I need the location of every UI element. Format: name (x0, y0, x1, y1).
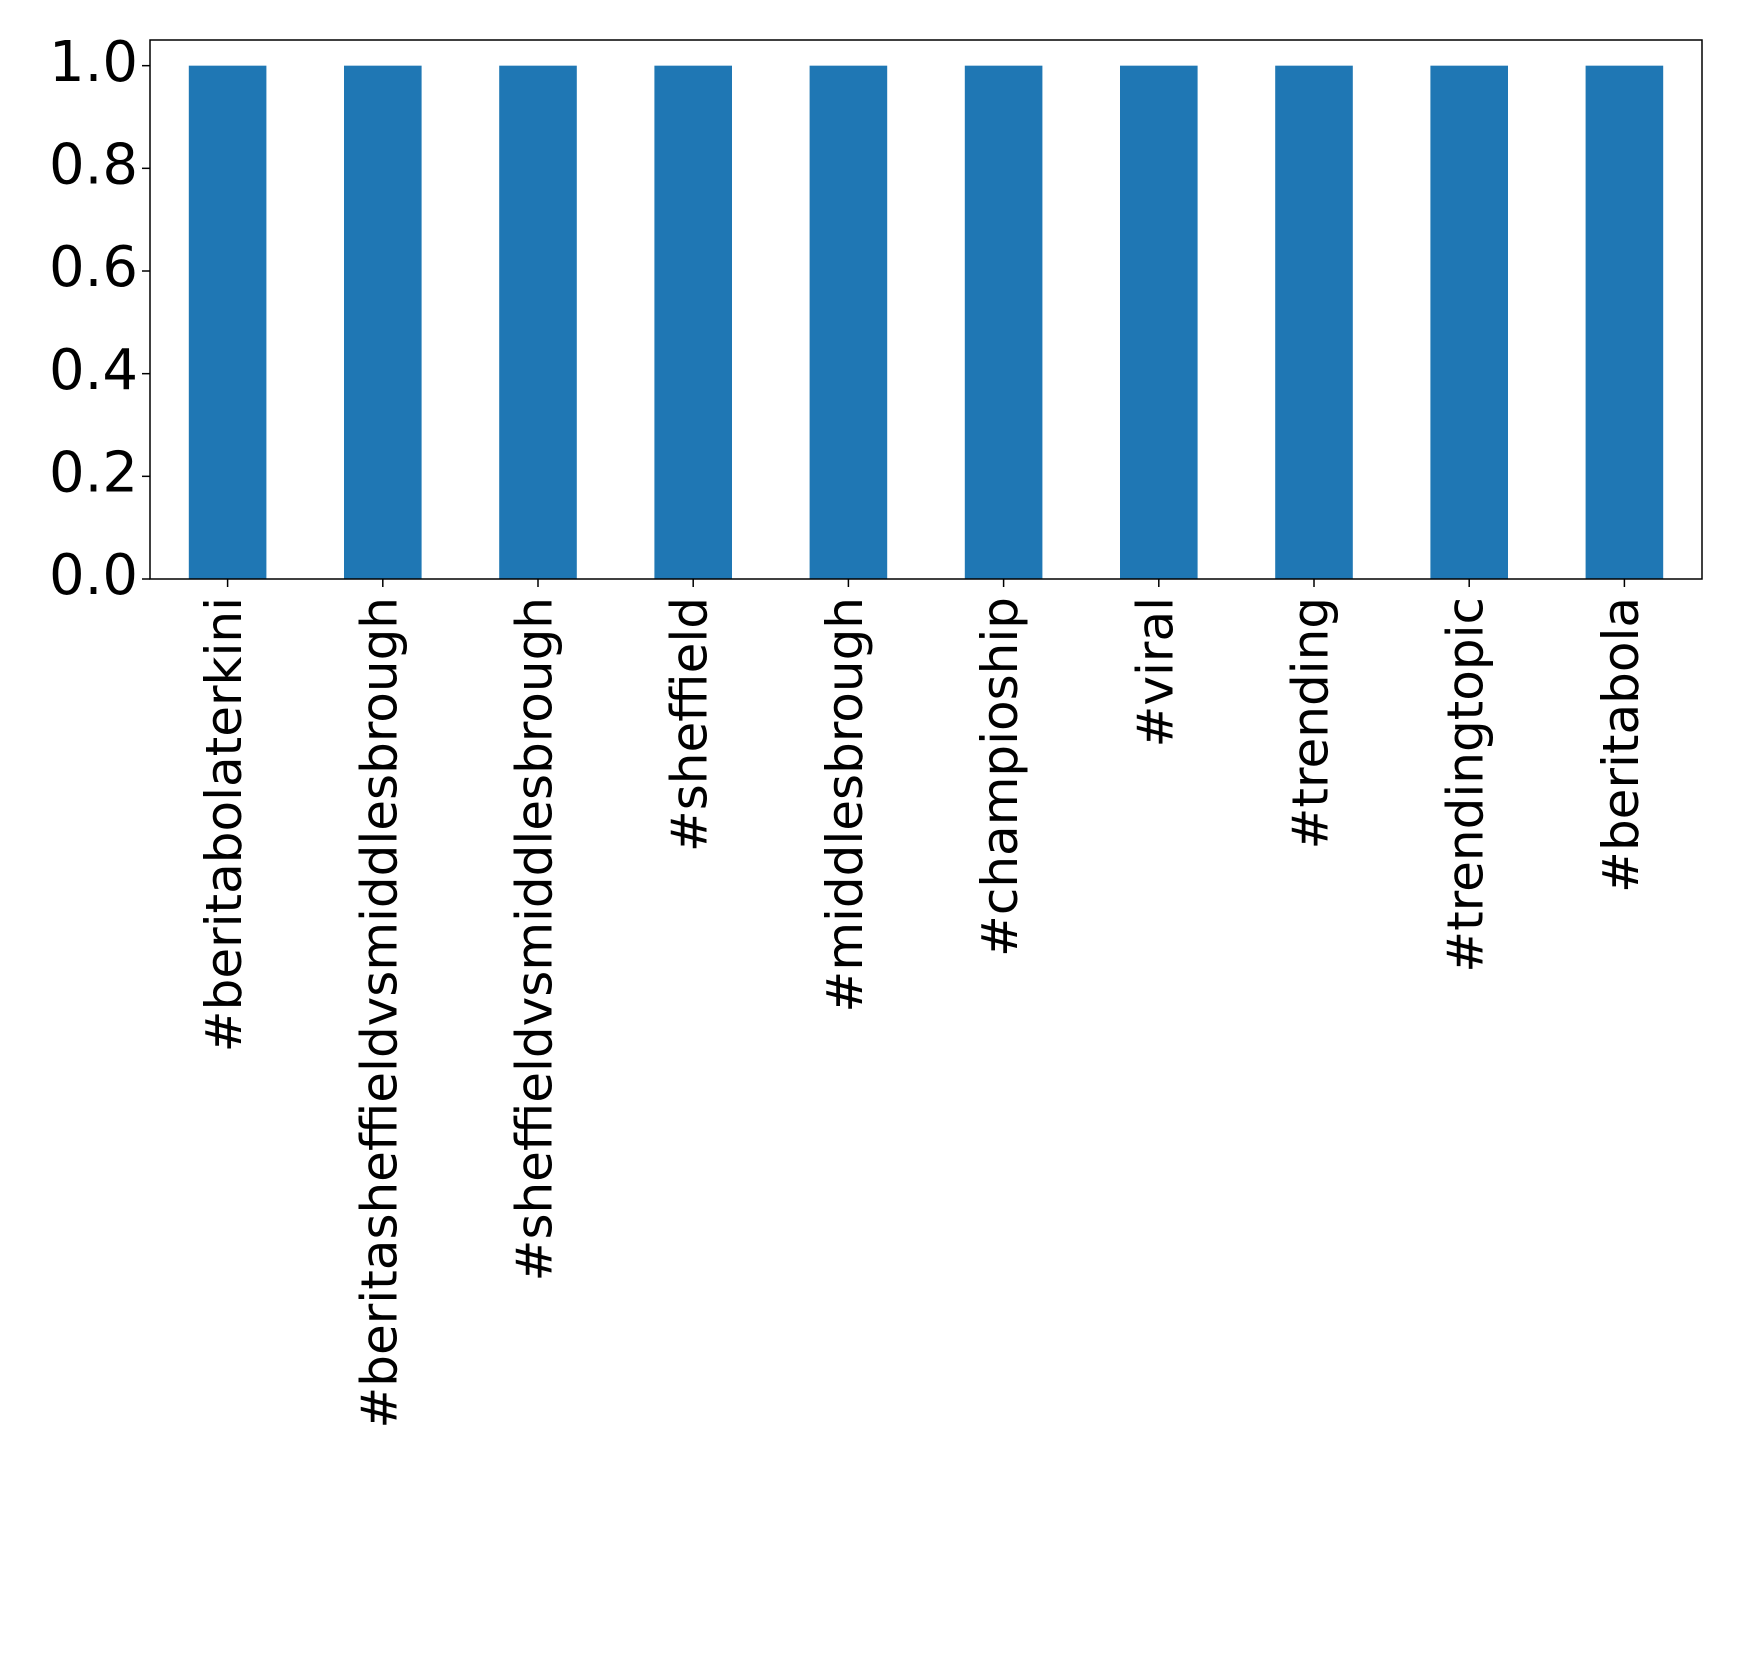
x-tick-label: #middlesbrough (816, 597, 874, 1013)
x-axis: #beritabolaterkini #beritasheffieldvsmidd… (195, 579, 1650, 1429)
bar (499, 65, 577, 580)
bar (1275, 65, 1353, 580)
y-axis: 0.0 0.2 0.4 0.6 0.8 1.0 (49, 30, 150, 608)
y-tick-label: 0.2 (49, 440, 138, 505)
bar (1120, 65, 1198, 580)
x-tick-label: #champioship (971, 597, 1029, 957)
bar (1430, 65, 1508, 580)
bar (344, 65, 422, 580)
x-tick-label: #beritabolaterkini (195, 597, 253, 1052)
bar (188, 65, 267, 580)
y-tick-label: 0.6 (49, 235, 138, 300)
x-tick-label: #sheffieldvsmiddlesbrough (506, 597, 564, 1281)
bar (964, 65, 1043, 580)
bar (1585, 65, 1664, 580)
x-tick-label: #sheffield (661, 597, 719, 852)
y-tick-label: 0.0 (49, 543, 138, 608)
x-tick-label: #trending (1282, 597, 1340, 849)
x-tick-label: #beritasheffieldvsmiddlesbrough (350, 597, 408, 1429)
y-tick-label: 0.4 (49, 338, 138, 403)
y-tick-label: 0.8 (49, 132, 138, 197)
y-tick-label: 1.0 (49, 30, 138, 95)
bars-layer (188, 65, 1664, 580)
x-tick-label: #beritabola (1592, 597, 1650, 893)
x-tick-label: #trendingtopic (1437, 597, 1495, 973)
plot-area-frame (149, 39, 1703, 580)
bar (809, 65, 888, 580)
x-tick-label: #viral (1126, 597, 1184, 747)
bar (654, 65, 732, 580)
